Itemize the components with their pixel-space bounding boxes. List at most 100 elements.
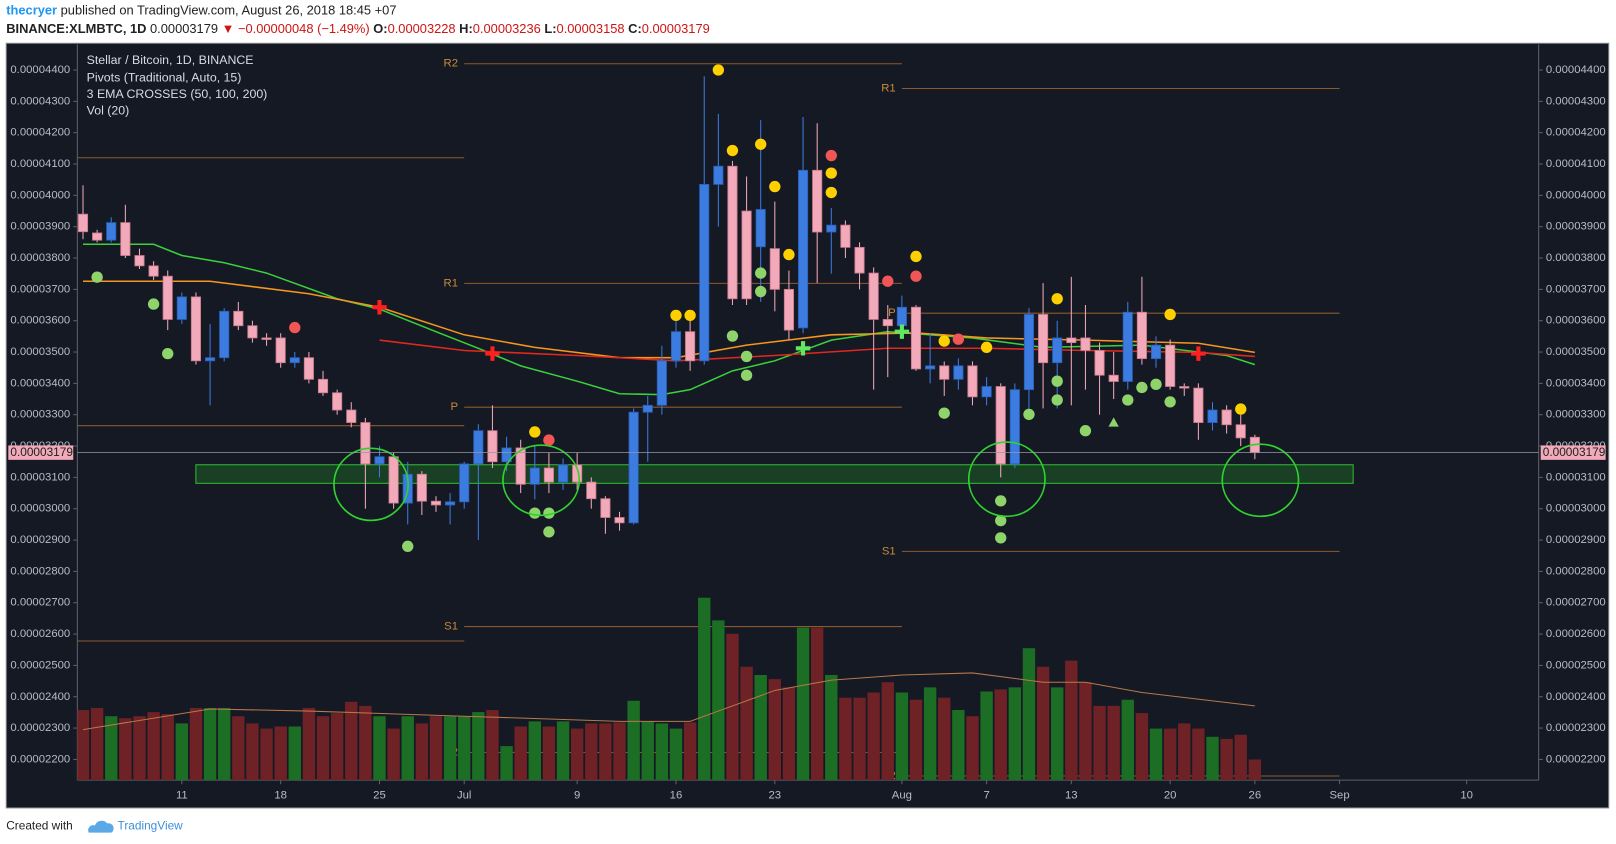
signal-dot xyxy=(162,347,174,360)
symbol-line: BINANCE:XLMBTC, 1D 0.00003179 ▼ −0.00000… xyxy=(6,21,710,36)
y-tick-label: 0.00002500 xyxy=(1546,659,1606,671)
signal-dot xyxy=(952,333,965,345)
volume-bar xyxy=(415,723,429,781)
candle-body xyxy=(190,296,202,362)
candle-body xyxy=(699,183,710,362)
volume-bar xyxy=(274,726,287,781)
volume-bar xyxy=(1248,759,1262,781)
y-tick-label: 0.00003600 xyxy=(1546,315,1606,327)
candle-body xyxy=(910,306,922,370)
candle-body xyxy=(332,392,343,411)
volume-bar xyxy=(683,722,697,781)
volume-bar xyxy=(796,627,810,781)
candle-body xyxy=(1080,337,1091,351)
brand-logo[interactable] xyxy=(88,820,114,833)
signal-dot xyxy=(1122,394,1134,406)
volume-bar xyxy=(655,723,669,781)
y-tick-label: 0.00002900 xyxy=(10,534,70,546)
signal-dot xyxy=(726,144,739,157)
volume-bar xyxy=(105,716,118,781)
candle-body xyxy=(1207,409,1218,423)
circle-annotation xyxy=(333,447,409,522)
y-tick-label: 0.00003500 xyxy=(1546,346,1606,358)
candle-body xyxy=(755,209,766,248)
brand-name[interactable]: TradingView xyxy=(118,819,184,833)
candle-body xyxy=(77,213,89,233)
y-tick-label: 0.00003400 xyxy=(1546,377,1606,389)
volume-bar xyxy=(288,726,301,781)
candle-body xyxy=(473,430,484,465)
volume-bar xyxy=(570,728,584,781)
volume-bar xyxy=(316,716,330,781)
candle-body xyxy=(868,272,879,320)
volume-bar xyxy=(1022,648,1036,781)
signal-dot xyxy=(938,407,950,419)
volume-bar xyxy=(260,728,273,781)
volume-bar xyxy=(966,716,979,781)
candle-body xyxy=(727,165,738,300)
volume-bar xyxy=(895,692,909,781)
candle-body xyxy=(289,357,300,364)
volume-bar xyxy=(698,597,711,781)
candle-body xyxy=(896,306,907,327)
y-tick-label: 0.00004100 xyxy=(1546,158,1606,170)
candle-body xyxy=(967,365,978,398)
volume-bar xyxy=(1206,736,1219,781)
pivot-label: R2 xyxy=(444,58,458,70)
candle-body xyxy=(529,467,540,485)
volume-bar xyxy=(1079,682,1092,781)
candle-body xyxy=(120,222,131,256)
candle-body xyxy=(445,501,456,506)
circle-annotation xyxy=(1221,443,1300,518)
signal-dot xyxy=(783,248,795,261)
volume-bar xyxy=(1220,738,1233,781)
signal-dot xyxy=(755,138,767,150)
candle-body xyxy=(205,357,216,362)
author[interactable]: thecryer xyxy=(6,3,57,18)
candle-body xyxy=(515,447,526,485)
candle-body xyxy=(1221,409,1232,426)
volume-bar xyxy=(627,700,640,781)
signal-dot xyxy=(529,507,541,519)
y-tick-label: 0.00004000 xyxy=(1546,189,1606,201)
volume-bar xyxy=(90,707,104,781)
y-tick-label: 0.00002400 xyxy=(1546,691,1606,703)
candle-body xyxy=(1193,387,1204,423)
y-tick-label: 0.00003500 xyxy=(10,346,70,358)
volume-bar xyxy=(923,687,937,781)
y-tick-label: 0.00003000 xyxy=(1546,503,1606,515)
signal-dot xyxy=(529,426,541,438)
volume-bar xyxy=(119,718,132,781)
published: published on TradingView.com, August 26,… xyxy=(61,3,397,18)
x-tick-label: 11 xyxy=(176,790,188,802)
candle-body xyxy=(1009,389,1020,465)
candle-body xyxy=(783,288,794,331)
signal-dot xyxy=(938,335,950,347)
volume-bar xyxy=(712,620,725,781)
cross-marker xyxy=(894,324,910,339)
y-tick-label: 0.00002600 xyxy=(10,628,70,640)
y-tick-label: 0.00003700 xyxy=(10,283,70,295)
y-tick-label: 0.00002900 xyxy=(1546,534,1606,546)
volume-bar xyxy=(1135,713,1149,781)
legend-item: Stellar / Bitcoin, 1D, BINANCE xyxy=(87,53,254,67)
signal-dot xyxy=(995,532,1007,544)
candle-body xyxy=(303,357,314,380)
y-tick-label: 0.00003900 xyxy=(1546,221,1606,233)
footer-text: Created with xyxy=(6,819,73,833)
volume-bar xyxy=(147,712,160,781)
volume-bar xyxy=(77,710,90,781)
cross-marker xyxy=(372,300,387,315)
volume-bar xyxy=(669,728,683,781)
x-tick-label: 26 xyxy=(1249,790,1262,802)
pivot-label: R1 xyxy=(881,82,895,94)
y-tick-label: 0.00004100 xyxy=(10,158,70,170)
volume-bar xyxy=(1051,687,1064,781)
volume-bar xyxy=(1093,705,1106,781)
symbol: BINANCE:XLMBTC, 1D xyxy=(6,21,146,36)
volume-bar xyxy=(1008,687,1022,781)
signal-dot xyxy=(402,540,414,553)
y-tick-label: 0.00002800 xyxy=(1546,565,1606,577)
volume-bar xyxy=(585,723,598,781)
pivot-label: P xyxy=(888,307,896,319)
